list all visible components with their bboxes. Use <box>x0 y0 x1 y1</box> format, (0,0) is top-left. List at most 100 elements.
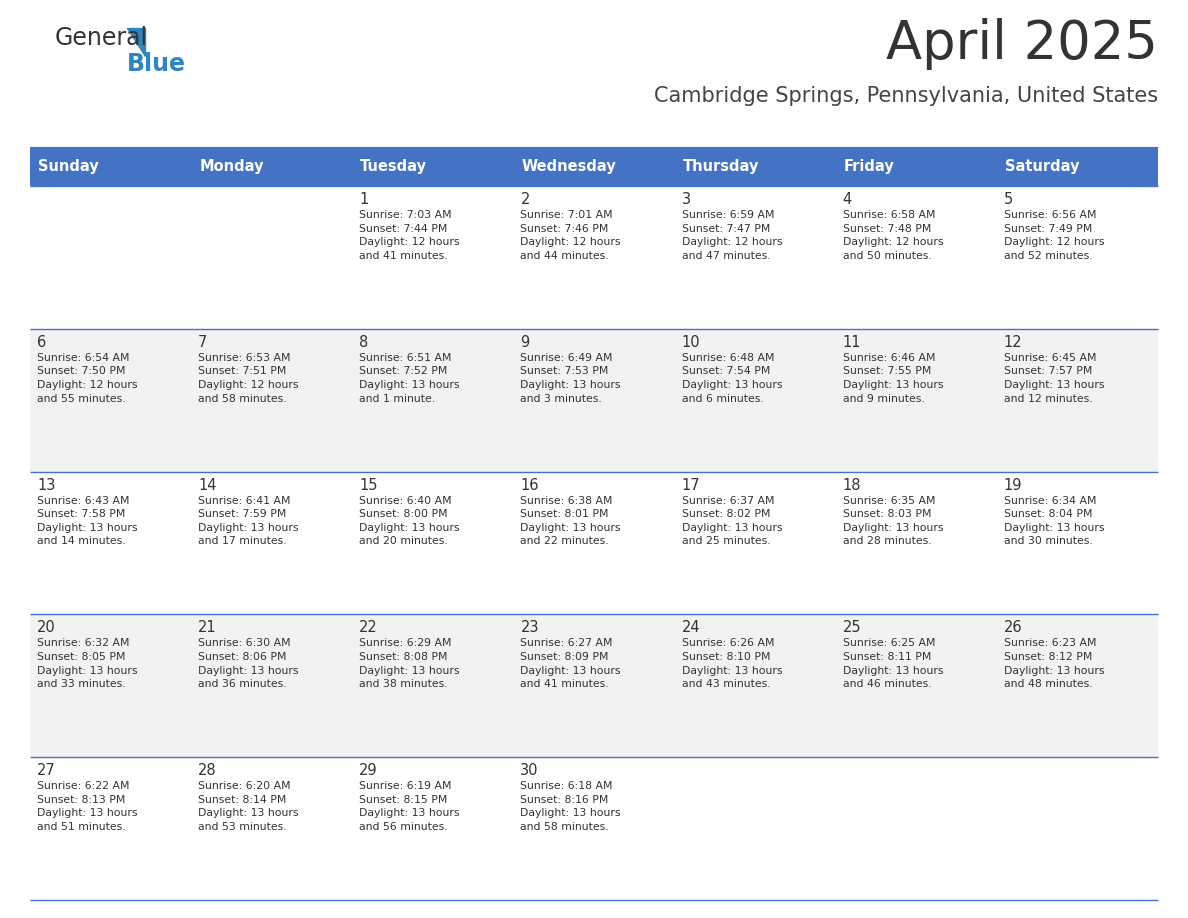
Bar <box>675 614 835 757</box>
Text: Sunrise: 6:53 AM
Sunset: 7:51 PM
Daylight: 12 hours
and 58 minutes.: Sunrise: 6:53 AM Sunset: 7:51 PM Dayligh… <box>198 353 298 404</box>
Bar <box>30 757 191 900</box>
Text: 20: 20 <box>37 621 56 635</box>
Polygon shape <box>127 28 145 56</box>
Text: 24: 24 <box>682 621 700 635</box>
Text: Blue: Blue <box>127 52 187 76</box>
Text: Sunrise: 7:01 AM
Sunset: 7:46 PM
Daylight: 12 hours
and 44 minutes.: Sunrise: 7:01 AM Sunset: 7:46 PM Dayligh… <box>520 210 621 261</box>
Bar <box>353 329 513 472</box>
Bar <box>353 472 513 614</box>
Text: Sunrise: 6:23 AM
Sunset: 8:12 PM
Daylight: 13 hours
and 48 minutes.: Sunrise: 6:23 AM Sunset: 8:12 PM Dayligh… <box>1004 638 1105 689</box>
Text: Sunrise: 6:49 AM
Sunset: 7:53 PM
Daylight: 13 hours
and 3 minutes.: Sunrise: 6:49 AM Sunset: 7:53 PM Dayligh… <box>520 353 621 404</box>
Text: 13: 13 <box>37 477 56 493</box>
Text: Sunrise: 6:38 AM
Sunset: 8:01 PM
Daylight: 13 hours
and 22 minutes.: Sunrise: 6:38 AM Sunset: 8:01 PM Dayligh… <box>520 496 621 546</box>
Bar <box>997 329 1158 472</box>
Text: Sunrise: 6:45 AM
Sunset: 7:57 PM
Daylight: 13 hours
and 12 minutes.: Sunrise: 6:45 AM Sunset: 7:57 PM Dayligh… <box>1004 353 1105 404</box>
Text: 1: 1 <box>359 192 368 207</box>
Text: Sunrise: 6:29 AM
Sunset: 8:08 PM
Daylight: 13 hours
and 38 minutes.: Sunrise: 6:29 AM Sunset: 8:08 PM Dayligh… <box>359 638 460 689</box>
Bar <box>353 148 513 186</box>
Text: Sunrise: 6:22 AM
Sunset: 8:13 PM
Daylight: 13 hours
and 51 minutes.: Sunrise: 6:22 AM Sunset: 8:13 PM Dayligh… <box>37 781 138 832</box>
Text: 6: 6 <box>37 335 46 350</box>
Text: 4: 4 <box>842 192 852 207</box>
Bar <box>997 472 1158 614</box>
Text: Saturday: Saturday <box>1005 159 1080 174</box>
Bar <box>191 757 353 900</box>
Text: 25: 25 <box>842 621 861 635</box>
Bar <box>30 472 191 614</box>
Bar <box>675 186 835 329</box>
Text: 10: 10 <box>682 335 700 350</box>
Bar <box>835 472 997 614</box>
Text: 17: 17 <box>682 477 700 493</box>
Bar <box>353 186 513 329</box>
Text: 19: 19 <box>1004 477 1023 493</box>
Bar <box>30 148 191 186</box>
Text: Sunrise: 6:54 AM
Sunset: 7:50 PM
Daylight: 12 hours
and 55 minutes.: Sunrise: 6:54 AM Sunset: 7:50 PM Dayligh… <box>37 353 138 404</box>
Text: Sunrise: 7:03 AM
Sunset: 7:44 PM
Daylight: 12 hours
and 41 minutes.: Sunrise: 7:03 AM Sunset: 7:44 PM Dayligh… <box>359 210 460 261</box>
Bar <box>997 614 1158 757</box>
Text: Sunrise: 6:19 AM
Sunset: 8:15 PM
Daylight: 13 hours
and 56 minutes.: Sunrise: 6:19 AM Sunset: 8:15 PM Dayligh… <box>359 781 460 832</box>
Bar <box>835 148 997 186</box>
Bar <box>997 148 1158 186</box>
Bar <box>191 614 353 757</box>
Text: Wednesday: Wednesday <box>522 159 617 174</box>
Text: 16: 16 <box>520 477 539 493</box>
Text: 23: 23 <box>520 621 539 635</box>
Text: Sunrise: 6:40 AM
Sunset: 8:00 PM
Daylight: 13 hours
and 20 minutes.: Sunrise: 6:40 AM Sunset: 8:00 PM Dayligh… <box>359 496 460 546</box>
Bar <box>835 757 997 900</box>
Text: 14: 14 <box>198 477 216 493</box>
Text: Sunrise: 6:58 AM
Sunset: 7:48 PM
Daylight: 12 hours
and 50 minutes.: Sunrise: 6:58 AM Sunset: 7:48 PM Dayligh… <box>842 210 943 261</box>
Text: 2: 2 <box>520 192 530 207</box>
Text: 18: 18 <box>842 477 861 493</box>
Text: Sunrise: 6:46 AM
Sunset: 7:55 PM
Daylight: 13 hours
and 9 minutes.: Sunrise: 6:46 AM Sunset: 7:55 PM Dayligh… <box>842 353 943 404</box>
Text: Sunrise: 6:27 AM
Sunset: 8:09 PM
Daylight: 13 hours
and 41 minutes.: Sunrise: 6:27 AM Sunset: 8:09 PM Dayligh… <box>520 638 621 689</box>
Text: 11: 11 <box>842 335 861 350</box>
Text: Sunrise: 6:25 AM
Sunset: 8:11 PM
Daylight: 13 hours
and 46 minutes.: Sunrise: 6:25 AM Sunset: 8:11 PM Dayligh… <box>842 638 943 689</box>
Bar <box>513 614 675 757</box>
Text: 26: 26 <box>1004 621 1023 635</box>
Bar <box>675 757 835 900</box>
Bar <box>835 186 997 329</box>
Bar <box>353 757 513 900</box>
Text: 7: 7 <box>198 335 208 350</box>
Bar <box>513 186 675 329</box>
Bar <box>30 329 191 472</box>
Text: 21: 21 <box>198 621 216 635</box>
Text: Sunrise: 6:30 AM
Sunset: 8:06 PM
Daylight: 13 hours
and 36 minutes.: Sunrise: 6:30 AM Sunset: 8:06 PM Dayligh… <box>198 638 298 689</box>
Text: Sunrise: 6:32 AM
Sunset: 8:05 PM
Daylight: 13 hours
and 33 minutes.: Sunrise: 6:32 AM Sunset: 8:05 PM Dayligh… <box>37 638 138 689</box>
Bar <box>191 472 353 614</box>
Text: Sunrise: 6:18 AM
Sunset: 8:16 PM
Daylight: 13 hours
and 58 minutes.: Sunrise: 6:18 AM Sunset: 8:16 PM Dayligh… <box>520 781 621 832</box>
Text: 12: 12 <box>1004 335 1023 350</box>
Text: April 2025: April 2025 <box>886 18 1158 70</box>
Text: Sunrise: 6:37 AM
Sunset: 8:02 PM
Daylight: 13 hours
and 25 minutes.: Sunrise: 6:37 AM Sunset: 8:02 PM Dayligh… <box>682 496 782 546</box>
Text: Monday: Monday <box>200 159 264 174</box>
Bar <box>513 472 675 614</box>
Text: Sunrise: 6:59 AM
Sunset: 7:47 PM
Daylight: 12 hours
and 47 minutes.: Sunrise: 6:59 AM Sunset: 7:47 PM Dayligh… <box>682 210 782 261</box>
Text: Sunrise: 6:48 AM
Sunset: 7:54 PM
Daylight: 13 hours
and 6 minutes.: Sunrise: 6:48 AM Sunset: 7:54 PM Dayligh… <box>682 353 782 404</box>
Text: Sunrise: 6:26 AM
Sunset: 8:10 PM
Daylight: 13 hours
and 43 minutes.: Sunrise: 6:26 AM Sunset: 8:10 PM Dayligh… <box>682 638 782 689</box>
Bar <box>513 329 675 472</box>
Bar <box>997 186 1158 329</box>
Text: Sunrise: 6:35 AM
Sunset: 8:03 PM
Daylight: 13 hours
and 28 minutes.: Sunrise: 6:35 AM Sunset: 8:03 PM Dayligh… <box>842 496 943 546</box>
Bar <box>30 186 191 329</box>
Bar <box>191 329 353 472</box>
Text: Sunrise: 6:41 AM
Sunset: 7:59 PM
Daylight: 13 hours
and 17 minutes.: Sunrise: 6:41 AM Sunset: 7:59 PM Dayligh… <box>198 496 298 546</box>
Text: 22: 22 <box>359 621 378 635</box>
Text: Sunrise: 6:43 AM
Sunset: 7:58 PM
Daylight: 13 hours
and 14 minutes.: Sunrise: 6:43 AM Sunset: 7:58 PM Dayligh… <box>37 496 138 546</box>
Text: Thursday: Thursday <box>683 159 759 174</box>
Bar <box>675 329 835 472</box>
Text: Sunrise: 6:51 AM
Sunset: 7:52 PM
Daylight: 13 hours
and 1 minute.: Sunrise: 6:51 AM Sunset: 7:52 PM Dayligh… <box>359 353 460 404</box>
Text: 28: 28 <box>198 763 216 778</box>
Bar <box>835 329 997 472</box>
Text: 29: 29 <box>359 763 378 778</box>
Text: Friday: Friday <box>843 159 895 174</box>
Text: Sunday: Sunday <box>38 159 99 174</box>
Bar <box>513 757 675 900</box>
Bar <box>675 148 835 186</box>
Text: Tuesday: Tuesday <box>360 159 428 174</box>
Text: Sunrise: 6:56 AM
Sunset: 7:49 PM
Daylight: 12 hours
and 52 minutes.: Sunrise: 6:56 AM Sunset: 7:49 PM Dayligh… <box>1004 210 1105 261</box>
Text: 30: 30 <box>520 763 539 778</box>
Bar <box>835 614 997 757</box>
Text: Sunrise: 6:20 AM
Sunset: 8:14 PM
Daylight: 13 hours
and 53 minutes.: Sunrise: 6:20 AM Sunset: 8:14 PM Dayligh… <box>198 781 298 832</box>
Bar <box>675 472 835 614</box>
Text: 15: 15 <box>359 477 378 493</box>
